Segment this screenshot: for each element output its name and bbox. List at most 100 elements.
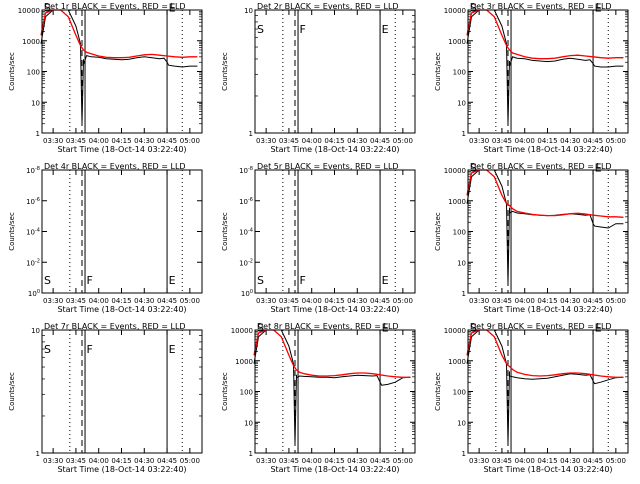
y-tick-label: 10 xyxy=(457,259,466,267)
lld-series-line xyxy=(40,9,198,59)
panel-title: Det 5r BLACK = Events, RED = LLD xyxy=(257,162,399,171)
y-tick-label: 100 xyxy=(453,69,466,77)
region-label: E xyxy=(169,274,176,287)
x-tick-label: 04:15 xyxy=(537,137,557,145)
panel-8: Det 8r BLACK = Events, RED = LLD 1 10 100 10… xyxy=(221,321,416,474)
x-tick-label: 05:00 xyxy=(180,457,200,465)
x-tick-label: 04:15 xyxy=(537,457,557,465)
x-tick-label: 04:15 xyxy=(111,297,131,305)
panel-7: Det 7r BLACK = Events, RED = LLD 1 10 Count… xyxy=(8,322,203,474)
x-tick-label: 04:45 xyxy=(370,457,390,465)
lld-series-line xyxy=(466,169,624,218)
x-tick-label: 04:30 xyxy=(134,297,154,305)
y-axis-label: Counts/sec xyxy=(434,212,442,251)
y-tick-label: 1 xyxy=(249,450,253,458)
y-tick-label: 10 xyxy=(244,419,253,427)
events-series-line xyxy=(466,169,624,284)
x-tick-label: 04:00 xyxy=(515,457,535,465)
x-tick-label: 05:00 xyxy=(180,297,200,305)
plot-frame xyxy=(467,169,629,294)
x-tick-label: 03:30 xyxy=(256,297,276,305)
y-axis-label: Counts/sec xyxy=(221,52,229,91)
panel-title: Det 9r BLACK = Events, RED = LLD xyxy=(470,322,612,331)
x-tick-label: 04:45 xyxy=(157,457,177,465)
y-tick-label: 100 xyxy=(28,289,40,298)
y-tick-label: 1 xyxy=(462,130,466,138)
y-tick-label: 1000 xyxy=(448,198,466,206)
x-tick-label: 04:30 xyxy=(347,297,367,305)
x-tick-label: 03:30 xyxy=(256,137,276,145)
y-tick-label: 10-6 xyxy=(26,197,40,206)
region-label: S xyxy=(470,161,477,174)
x-axis-label: Start Time (18-Oct-14 03:22:40) xyxy=(270,145,399,154)
x-tick-label: 05:00 xyxy=(606,457,626,465)
region-label: E xyxy=(382,274,389,287)
y-axis-label: Counts/sec xyxy=(8,52,16,91)
panel-title: Det 4r BLACK = Events, RED = LLD xyxy=(44,162,186,171)
x-tick-label: 04:30 xyxy=(134,137,154,145)
x-tick-label: 05:00 xyxy=(393,137,413,145)
y-tick-label: 1 xyxy=(36,130,40,138)
x-tick-label: 03:45 xyxy=(66,457,86,465)
events-series-line xyxy=(40,9,198,124)
panel-5: Det 5r BLACK = Events, RED = LLD 100 10-2 1… xyxy=(221,162,416,314)
y-axis-label: Counts/sec xyxy=(434,372,442,411)
x-axis-label: Start Time (18-Oct-14 03:22:40) xyxy=(57,305,186,314)
region-label: S xyxy=(44,274,51,287)
y-axis-label: Counts/sec xyxy=(221,212,229,251)
y-tick-label: 1 xyxy=(462,450,466,458)
y-axis-label: Counts/sec xyxy=(221,372,229,411)
x-tick-label: 03:45 xyxy=(279,137,299,145)
x-axis-label: Start Time (18-Oct-14 03:22:40) xyxy=(483,145,612,154)
region-label: S xyxy=(470,1,477,14)
y-tick-label: 10 xyxy=(31,99,40,107)
x-tick-label: 03:45 xyxy=(279,457,299,465)
x-tick-label: 04:30 xyxy=(347,137,367,145)
x-axis-label: Start Time (18-Oct-14 03:22:40) xyxy=(483,305,612,314)
y-axis-label: Counts/sec xyxy=(8,212,16,251)
panel-title: Det 1r BLACK = Events, RED = LLD xyxy=(44,2,186,11)
x-tick-label: 03:45 xyxy=(492,137,512,145)
y-tick-label: 100 xyxy=(453,389,466,397)
y-tick-label: 1 xyxy=(462,290,466,298)
x-axis-label: Start Time (18-Oct-14 03:22:40) xyxy=(57,465,186,474)
events-series-line xyxy=(466,9,624,124)
y-axis-label: Counts/sec xyxy=(434,52,442,91)
plot-frame xyxy=(41,9,203,134)
x-tick-label: 04:00 xyxy=(302,457,322,465)
region-label: F xyxy=(87,343,93,356)
x-tick-label: 04:00 xyxy=(89,457,109,465)
panel-title: Det 2r BLACK = Events, RED = LLD xyxy=(257,2,399,11)
x-tick-label: 03:30 xyxy=(469,137,489,145)
region-label: E xyxy=(595,321,602,334)
x-tick-label: 03:30 xyxy=(469,297,489,305)
y-tick-label: 10-8 xyxy=(239,166,253,175)
region-label: E xyxy=(169,1,176,14)
x-tick-label: 05:00 xyxy=(393,457,413,465)
x-tick-label: 03:45 xyxy=(279,297,299,305)
y-tick-label: 1000 xyxy=(448,358,466,366)
region-label: F xyxy=(300,23,306,36)
y-tick-label: 10-6 xyxy=(239,197,253,206)
x-tick-label: 04:45 xyxy=(157,297,177,305)
x-tick-label: 04:00 xyxy=(302,297,322,305)
plot-frame xyxy=(41,329,203,454)
region-label: F xyxy=(300,274,306,287)
events-series-line xyxy=(466,329,624,444)
x-tick-label: 04:30 xyxy=(560,457,580,465)
y-tick-label: 10000 xyxy=(444,327,466,335)
panel-2: Det 2r BLACK = Events, RED = LLD 1 10 Count… xyxy=(221,2,416,154)
x-tick-label: 04:30 xyxy=(560,297,580,305)
y-tick-label: 10-2 xyxy=(239,258,253,267)
plot-frame xyxy=(467,329,629,454)
y-tick-label: 10000 xyxy=(444,7,466,15)
y-tick-label: 100 xyxy=(241,289,253,298)
y-tick-label: 10 xyxy=(457,419,466,427)
region-label: E xyxy=(595,1,602,14)
plot-frame xyxy=(254,169,416,294)
x-tick-label: 04:45 xyxy=(583,137,603,145)
events-series-line xyxy=(253,329,411,444)
x-tick-label: 04:15 xyxy=(324,137,344,145)
